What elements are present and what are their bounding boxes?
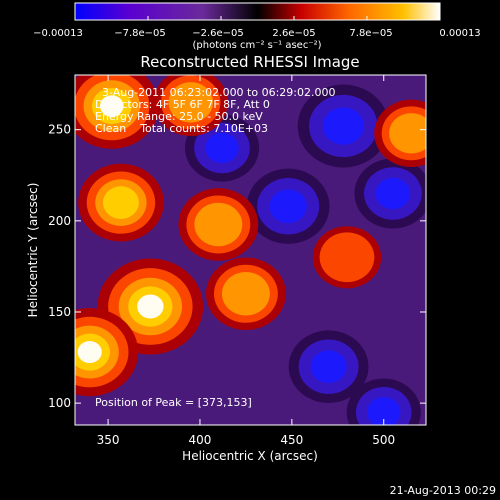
heatmap-image (75, 75, 426, 425)
bright-source-6-layer-2 (389, 113, 426, 154)
x-tick-label-3: 500 (372, 433, 395, 447)
y-tick-label-2: 200 (48, 214, 71, 228)
bright-source-1-layer-4 (99, 95, 124, 117)
bright-source-0-layer-4 (137, 294, 164, 319)
x-tick-label-1: 400 (189, 433, 212, 447)
x-tick-label-0: 350 (97, 433, 120, 447)
colorbar-unit-label: (photons cm⁻² s⁻¹ asec⁻²) (192, 40, 321, 51)
dim-source-1-layer-2 (269, 189, 307, 224)
dim-source-0-layer-2 (322, 107, 364, 145)
axis-ticks: 350 400 450 500 100 150 200 250 (48, 75, 426, 447)
colorbar-ticks (74, 16, 441, 20)
y-axis-title: Heliocentric Y (arcsec) (26, 183, 40, 318)
colorbar-tick-label-4: 7.8e−05 (349, 28, 392, 39)
colorbar-tick-label-0: −0.00013 (33, 28, 83, 39)
dim-source-4-layer-2 (205, 132, 239, 164)
chart-title: Reconstructed RHESSI Image (140, 53, 359, 71)
colorbar (74, 2, 441, 21)
annotation-detectors: Detectors: 4F 5F 6F 7F 8F, Att 0 (95, 98, 270, 111)
footer-date: 21-Aug-2013 00:29 (390, 484, 496, 497)
y-tick-label-1: 150 (48, 305, 71, 319)
dim-source-2-layer-2 (310, 350, 347, 384)
peak-position-label: Position of Peak = [373,153] (95, 396, 252, 409)
y-tick-label-3: 250 (48, 123, 71, 137)
colorbar-tick-label-5: 0.00013 (439, 28, 480, 39)
y-tick-label-0: 100 (48, 396, 71, 410)
bright-source-8-layer-1 (319, 232, 375, 283)
colorbar-tick-label-3: 2.6e−05 (272, 28, 315, 39)
bright-source-2-layer-4 (77, 341, 102, 364)
bright-source-3-layer-2 (194, 202, 243, 247)
bright-source-7-layer-2 (168, 82, 214, 123)
colorbar-tick-label-2: −2.6e−05 (192, 28, 244, 39)
dim-source-3-layer-2 (367, 397, 401, 425)
dim-source-5-layer-2 (375, 177, 411, 210)
plot-frame (74, 74, 427, 426)
bright-source-4-layer-3 (102, 186, 139, 219)
x-tick-label-2: 450 (280, 433, 303, 447)
x-axis-title: Heliocentric X (arcsec) (182, 449, 318, 463)
annotation-time-range: 3-Aug-2011 06:23:02.000 to 06:29:02.000 (102, 86, 336, 99)
bright-source-5-layer-2 (221, 271, 270, 316)
annotation-energy-range: Energy Range: 25.0 - 50.0 keV (95, 110, 263, 123)
colorbar-tick-label-1: −7.8e−05 (114, 28, 166, 39)
annotation-clean-counts: Clean Total counts: 7.10E+03 (95, 122, 269, 135)
